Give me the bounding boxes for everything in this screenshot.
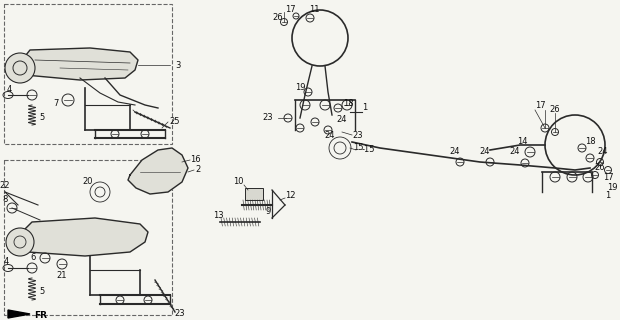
Text: 24: 24	[337, 116, 347, 124]
Text: 26: 26	[273, 13, 283, 22]
Polygon shape	[128, 148, 188, 194]
Bar	[245, 188, 263, 200]
Text: 17: 17	[285, 5, 295, 14]
Circle shape	[5, 53, 35, 83]
Text: 14: 14	[516, 138, 527, 147]
Bar	[4, 160, 172, 315]
Bar	[4, 4, 172, 144]
Text: 23: 23	[353, 131, 363, 140]
Text: 4: 4	[6, 85, 12, 94]
Text: 17: 17	[603, 172, 613, 181]
Text: 7: 7	[53, 100, 59, 108]
Polygon shape	[14, 48, 138, 80]
Text: 23: 23	[175, 309, 185, 318]
Text: 8: 8	[2, 196, 7, 204]
Text: 22: 22	[0, 180, 11, 189]
Text: 19: 19	[294, 84, 305, 92]
Text: 12: 12	[285, 191, 295, 201]
Text: 24: 24	[450, 148, 460, 156]
Text: 9: 9	[265, 207, 270, 217]
Text: 26: 26	[550, 105, 560, 114]
Text: 26: 26	[595, 164, 605, 172]
Text: 13: 13	[213, 212, 223, 220]
Text: 6: 6	[30, 253, 36, 262]
Text: 24: 24	[325, 131, 335, 140]
Text: 18: 18	[343, 99, 353, 108]
Text: 19: 19	[607, 183, 618, 193]
Text: -15: -15	[361, 146, 374, 155]
Circle shape	[6, 228, 34, 256]
Text: 24: 24	[510, 148, 520, 156]
Text: 16: 16	[190, 156, 200, 164]
Text: 21: 21	[57, 271, 67, 281]
Text: 24: 24	[598, 148, 608, 156]
Text: 18: 18	[585, 138, 595, 147]
Text: 4: 4	[3, 258, 9, 267]
Text: 15: 15	[353, 143, 363, 153]
Text: 17: 17	[534, 101, 546, 110]
Text: 2: 2	[195, 165, 201, 174]
Text: 10: 10	[232, 178, 243, 187]
Text: 23: 23	[263, 114, 273, 123]
Text: 5: 5	[40, 287, 45, 297]
Text: 25: 25	[170, 117, 180, 126]
Text: 1: 1	[362, 103, 368, 113]
Polygon shape	[8, 310, 30, 318]
Text: 24: 24	[480, 148, 490, 156]
Text: 1: 1	[605, 190, 611, 199]
Text: 5: 5	[40, 114, 45, 123]
Text: 20: 20	[82, 178, 93, 187]
Text: 3: 3	[175, 60, 180, 69]
Polygon shape	[15, 218, 148, 256]
Text: 11: 11	[309, 5, 319, 14]
Text: FR: FR	[34, 310, 47, 319]
